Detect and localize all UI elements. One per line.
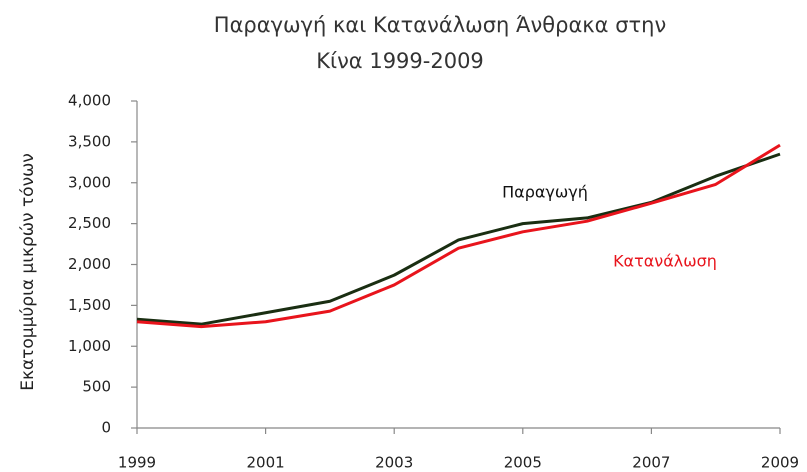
y-tick-label: 1,500 — [68, 296, 111, 314]
y-axis-label: Εκατομμύρια μικρών τόνων — [18, 153, 38, 391]
y-tick-label: 4,000 — [68, 92, 111, 110]
x-tick-label: 1999 — [118, 454, 156, 472]
x-tick-label: 2007 — [632, 454, 670, 472]
chart-title: Κίνα 1999-2009 — [316, 49, 484, 73]
series-label: Παραγωγή — [502, 183, 588, 202]
series-label: Κατανάλωση — [613, 252, 717, 271]
y-tick-label: 2,000 — [68, 255, 111, 273]
series-line — [136, 152, 781, 326]
y-tick-label: 1,000 — [68, 337, 111, 355]
y-tick-label: 3,000 — [68, 173, 111, 191]
y-tick-label: 2,500 — [68, 214, 111, 232]
series-line — [136, 143, 781, 329]
y-tick-label: 3,500 — [68, 132, 111, 150]
y-tick-label: 0 — [101, 419, 111, 437]
x-tick-label: 2001 — [247, 454, 285, 472]
x-tick-label: 2009 — [761, 454, 799, 472]
y-tick-label: 500 — [82, 378, 111, 396]
chart-title: Παραγωγή και Κατανάλωση Άνθρακα στην — [214, 13, 666, 37]
x-tick-label: 2005 — [504, 454, 542, 472]
x-tick-label: 2003 — [375, 454, 413, 472]
